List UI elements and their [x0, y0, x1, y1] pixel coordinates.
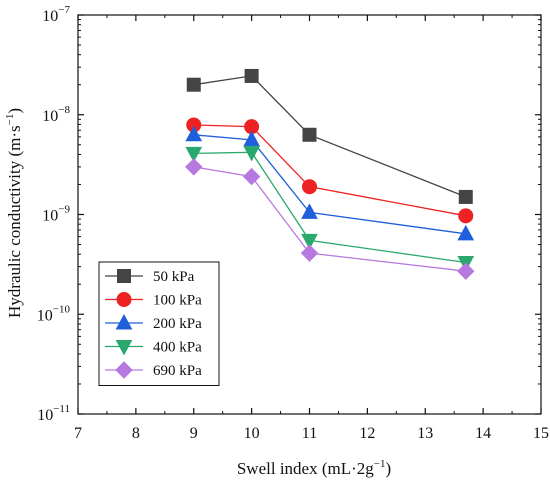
- data-point: [457, 224, 475, 241]
- data-point: [185, 125, 203, 142]
- y-axis-title-main: Hydraulic conductivity (m·s: [5, 125, 24, 318]
- data-point: [185, 146, 203, 163]
- y-tick-label: 10−11: [37, 403, 70, 424]
- y-tick-label: 10−9: [42, 204, 70, 225]
- data-point: [243, 145, 260, 162]
- series-line: [193, 134, 466, 235]
- data-point: [186, 77, 201, 92]
- legend-label: 50 kPa: [153, 269, 195, 285]
- data-point: [244, 68, 259, 83]
- x-tick-label: 13: [417, 425, 433, 442]
- data-point: [242, 167, 261, 186]
- x-ticks-group: 7 8 9 10 11 12 13 14 15: [74, 15, 549, 442]
- data-point: [458, 189, 473, 204]
- legend-label: 400 kPa: [153, 340, 202, 356]
- x-tick-label: 7: [74, 425, 82, 442]
- legend-swatch-marker: [116, 292, 132, 307]
- data-point: [300, 244, 319, 262]
- legend-swatch-marker: [115, 361, 133, 379]
- legend-label: 200 kPa: [153, 316, 202, 332]
- legend-label: 690 kPa: [153, 363, 202, 379]
- x-axis-title: Swell index (mL·2g−1): [237, 458, 391, 478]
- x-axis-title-end: ): [385, 459, 391, 478]
- series-line: [193, 166, 466, 272]
- y-axis-title-end: ): [5, 108, 24, 114]
- x-axis-title-main: Swell index (mL·2g: [237, 459, 374, 478]
- y-tick-label: 10−7: [42, 4, 70, 25]
- data-point: [457, 262, 475, 280]
- y-axis-title-sup: −1: [4, 114, 16, 126]
- legend-label: 100 kPa: [153, 293, 202, 309]
- legend-swatch-marker: [117, 269, 131, 283]
- data-point: [301, 233, 318, 250]
- data-point: [185, 158, 203, 176]
- x-tick-label: 11: [302, 425, 317, 442]
- y-tick-label: 10−8: [42, 104, 70, 125]
- x-tick-label: 15: [533, 425, 549, 442]
- y-ticks-group: 10−11 10−10 10−9 10−8 10−7: [37, 4, 541, 424]
- series-line: [193, 151, 466, 264]
- x-tick-label: 14: [475, 425, 491, 442]
- legend-group: 50 kPa 100 kPa 200 kPa 400 kPa 690 kPa: [98, 261, 220, 386]
- series-line: [193, 124, 466, 217]
- data-point: [302, 179, 317, 195]
- x-tick-label: 10: [244, 425, 260, 442]
- series-line: [193, 75, 467, 198]
- x-tick-label: 12: [359, 425, 375, 442]
- x-tick-label: 9: [190, 425, 198, 442]
- x-tick-label: 8: [132, 425, 140, 442]
- y-axis-title: Hydraulic conductivity (m·s−1): [4, 108, 24, 318]
- x-axis-title-sup: −1: [374, 458, 386, 470]
- data-point: [301, 203, 318, 219]
- data-point: [458, 208, 474, 224]
- legend-swatch-marker: [115, 340, 133, 356]
- data-point: [302, 127, 317, 142]
- legend-swatch-marker: [115, 313, 133, 330]
- y-tick-label: 10−10: [37, 303, 71, 324]
- series-group: [185, 68, 475, 280]
